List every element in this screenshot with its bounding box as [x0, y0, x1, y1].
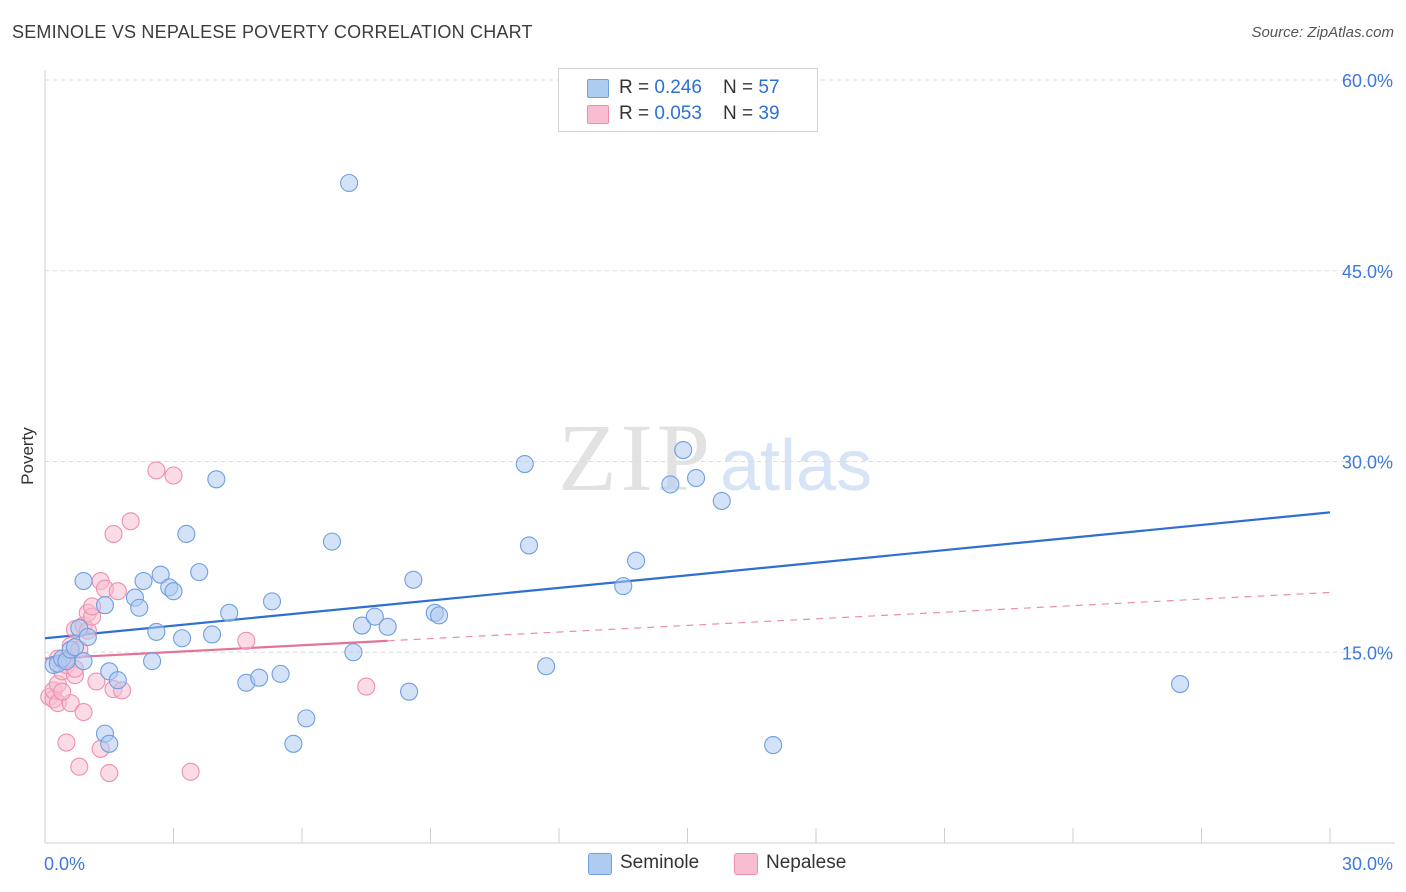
seminole-point [130, 598, 149, 617]
nepalese-point [357, 677, 376, 696]
seminole-point [661, 475, 680, 494]
nepalese-point [100, 764, 119, 783]
seminole-point [519, 536, 539, 555]
seminole-point [614, 577, 633, 596]
nepalese-point [164, 466, 183, 485]
y-tick-label: 15.0% [1342, 643, 1393, 663]
seminole-trend-line [44, 511, 1331, 640]
trend-lines [44, 511, 1331, 660]
nepalese-point [147, 461, 166, 480]
seminole-point [151, 565, 170, 584]
seminole-point [344, 643, 363, 662]
seminole-point [271, 664, 290, 683]
seminole-point [404, 570, 423, 589]
nepalese-point [181, 762, 200, 781]
seminole-point [74, 571, 93, 591]
watermark: ZIP atlas [558, 404, 872, 511]
seminole-point [100, 734, 119, 753]
seminole-point [74, 652, 93, 671]
watermark-zip: ZIP [558, 404, 714, 511]
n-value: 57 [758, 77, 780, 98]
nepalese-swatch [587, 105, 609, 124]
legend-text-nepalese: R = 0.053 N = 39 [619, 103, 780, 125]
seminole-point [203, 625, 222, 644]
seminole-legend-label: Seminole [620, 852, 700, 873]
y-tick-label: 30.0% [1342, 453, 1393, 473]
legend-text-seminole: R = 0.246 N = 57 [619, 77, 780, 99]
r-value: 0.246 [654, 77, 702, 98]
seminole-point [322, 532, 342, 551]
seminole-point [220, 603, 239, 622]
nepalese-trend-extension [387, 591, 1331, 642]
nepalese-point [108, 582, 127, 601]
seminole-point [65, 638, 85, 657]
watermark-atlas: atlas [720, 426, 872, 506]
nepalese-point [104, 524, 123, 544]
nepalese-point [70, 757, 89, 776]
seminole-point [400, 682, 419, 701]
nepalese-point [74, 702, 93, 722]
seminole-point [764, 736, 783, 755]
seminole-point [164, 582, 183, 601]
seminole-point [250, 668, 269, 687]
seminole-point [537, 657, 556, 676]
seminole-point [207, 470, 226, 489]
seminole-point [378, 617, 397, 636]
nepalese-point [57, 733, 76, 752]
seminole-point [340, 173, 359, 193]
nepalese-point [87, 672, 106, 691]
seminole-point [627, 551, 646, 570]
x-tick-label: 0.0% [44, 854, 85, 874]
seminole-point [297, 709, 316, 728]
gridlines [45, 79, 1395, 653]
r-label: R = [619, 77, 655, 98]
nepalese-point [121, 512, 140, 531]
r-value: 0.053 [654, 103, 702, 124]
tick-labels: 15.0% 30.0% 45.0% 60.0% 0.0% 30.0% [44, 71, 1393, 874]
n-label: N = [723, 103, 759, 124]
axes [44, 70, 1395, 844]
nepalese-point [237, 631, 256, 650]
data-points [40, 173, 1190, 783]
n-label: N = [723, 77, 759, 98]
nepalese-trend-line [44, 639, 388, 660]
seminole-point [108, 671, 127, 690]
seminole-point [515, 454, 534, 474]
source-label: Source: ZipAtlas.com [1251, 24, 1394, 41]
nepalese-legend-swatch [734, 853, 758, 875]
nepalese-legend-label: Nepalese [766, 852, 847, 873]
seminole-legend-swatch [588, 853, 612, 875]
correlation-legend: R = 0.246 N = 57 R = 0.053 N = 39 [558, 68, 818, 132]
chart-title: SEMINOLE VS NEPALESE POVERTY CORRELATION… [12, 22, 533, 42]
seminole-point [147, 622, 166, 641]
seminole-point [352, 616, 372, 635]
seminole-point [712, 491, 731, 510]
seminole-point [687, 468, 706, 488]
seminole-point [95, 596, 115, 615]
seminole-point [143, 652, 162, 671]
seminole-point [173, 629, 192, 648]
seminole-point [1171, 674, 1190, 694]
seminole-point [430, 606, 449, 625]
x-tick-label: 30.0% [1342, 854, 1393, 874]
seminole-point [262, 592, 282, 611]
seminole-point [190, 563, 209, 582]
seminole-point [284, 734, 303, 753]
seminole-point [78, 627, 97, 647]
y-tick-label: 45.0% [1342, 262, 1393, 282]
seminole-point [365, 607, 384, 626]
y-tick-label: 60.0% [1342, 71, 1393, 91]
n-value: 39 [758, 103, 780, 124]
r-label: R = [619, 103, 655, 124]
seminole-point [177, 524, 196, 544]
seminole-point [134, 571, 153, 591]
seminole-swatch [587, 79, 609, 98]
nepalese-point [53, 682, 72, 701]
seminole-point [674, 441, 693, 460]
